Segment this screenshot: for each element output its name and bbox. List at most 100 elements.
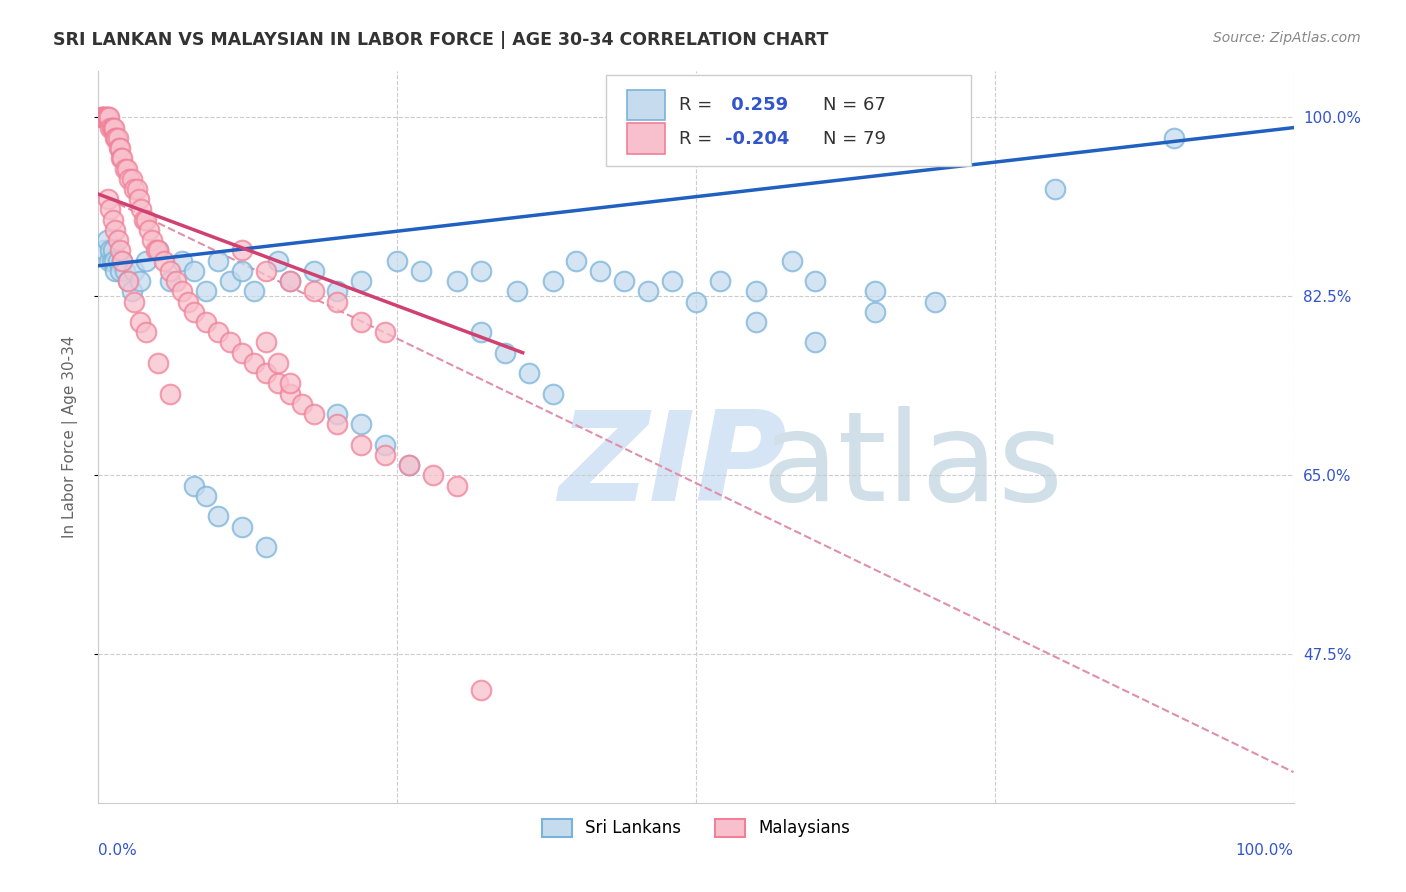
Point [278, 274, 301, 288]
Point [101, 244, 124, 258]
Point [107, 131, 129, 145]
Point [254, 540, 277, 554]
Point [613, 274, 636, 288]
FancyBboxPatch shape [606, 75, 972, 167]
Point [148, 244, 170, 258]
Point [267, 376, 290, 391]
Point [141, 233, 163, 247]
Point [278, 376, 301, 391]
Point [291, 397, 314, 411]
Point [148, 244, 170, 258]
Text: N = 79: N = 79 [823, 129, 886, 148]
Point [745, 285, 768, 299]
Point [254, 366, 277, 380]
Point [195, 285, 218, 299]
Point [129, 315, 152, 329]
Point [98, 111, 121, 125]
Point [446, 274, 468, 288]
Point [104, 264, 127, 278]
Point [231, 345, 253, 359]
Point [93, 244, 115, 258]
Point [219, 274, 242, 288]
Point [517, 366, 540, 380]
Point [267, 356, 290, 370]
Point [1043, 182, 1066, 196]
Point [125, 182, 148, 196]
Point [195, 489, 218, 503]
Point [183, 478, 205, 492]
Point [183, 305, 205, 319]
Point [207, 325, 229, 339]
Point [108, 244, 131, 258]
Point [96, 233, 118, 247]
Point [254, 335, 277, 350]
Point [183, 264, 205, 278]
Text: -0.204: -0.204 [724, 129, 789, 148]
Point [231, 244, 253, 258]
Text: N = 67: N = 67 [823, 96, 886, 114]
Point [172, 253, 194, 268]
Point [124, 182, 146, 196]
Text: ZIP: ZIP [558, 406, 787, 527]
Point [195, 315, 218, 329]
Point [541, 386, 564, 401]
Point [1163, 131, 1185, 145]
Point [780, 253, 803, 268]
Point [128, 192, 150, 206]
Point [98, 253, 121, 268]
Point [470, 264, 492, 278]
Point [172, 285, 194, 299]
Point [100, 253, 122, 268]
FancyBboxPatch shape [627, 90, 665, 120]
Point [326, 407, 349, 421]
Point [103, 253, 125, 268]
Point [350, 438, 373, 452]
Point [138, 223, 160, 237]
Point [470, 683, 492, 698]
Point [100, 120, 122, 135]
Point [117, 274, 139, 288]
Point [159, 264, 181, 278]
Text: R =: R = [679, 96, 718, 114]
Point [231, 264, 253, 278]
Point [111, 253, 134, 268]
Point [114, 161, 136, 176]
Point [470, 325, 492, 339]
Point [326, 285, 349, 299]
Point [121, 171, 143, 186]
Point [110, 151, 132, 165]
Point [661, 274, 683, 288]
Point [865, 285, 887, 299]
Point [326, 294, 349, 309]
Point [159, 386, 181, 401]
Point [745, 315, 768, 329]
Point [135, 212, 157, 227]
Point [302, 264, 325, 278]
Point [108, 264, 131, 278]
Point [105, 131, 128, 145]
Point [104, 131, 127, 145]
Point [243, 356, 266, 370]
Point [385, 253, 409, 268]
Point [494, 345, 516, 359]
FancyBboxPatch shape [627, 123, 665, 154]
Point [350, 315, 373, 329]
Point [93, 111, 115, 125]
Point [374, 325, 396, 339]
Point [108, 141, 131, 155]
Point [107, 233, 129, 247]
Point [91, 111, 114, 125]
Text: 100.0%: 100.0% [1236, 843, 1294, 858]
Point [97, 111, 120, 125]
Point [145, 244, 167, 258]
Point [107, 141, 129, 155]
Point [422, 468, 444, 483]
Point [117, 274, 139, 288]
Point [254, 264, 277, 278]
Point [350, 274, 373, 288]
Point [101, 120, 124, 135]
Point [165, 274, 187, 288]
Point [111, 253, 134, 268]
Point [637, 285, 659, 299]
Point [685, 294, 707, 309]
